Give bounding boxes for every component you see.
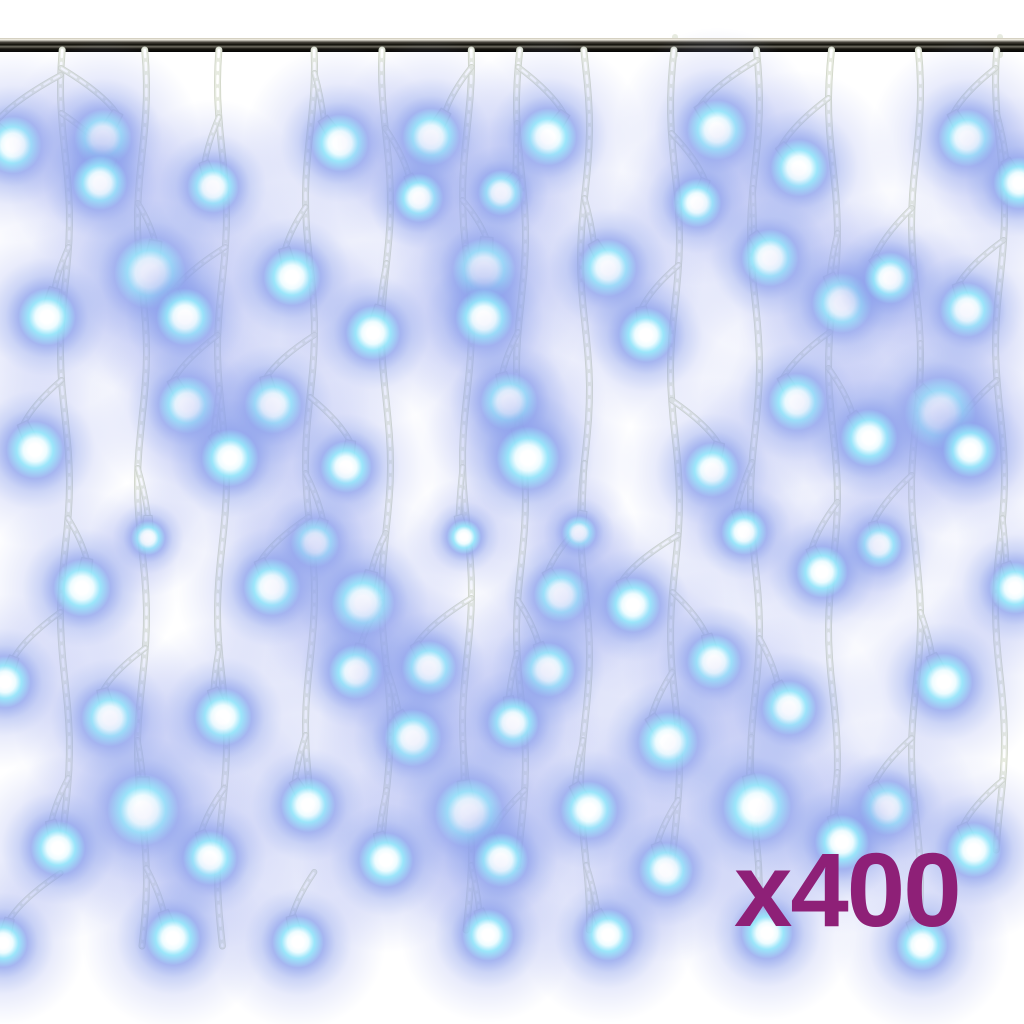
bulb-pigtail-wire-body (515, 64, 567, 117)
bulb-socket (0, 654, 20, 688)
bulb-pigtail-wire-body (282, 204, 308, 253)
led-bulb-tip (144, 536, 152, 543)
bulb-socket (166, 375, 194, 412)
bulb-pigtail-wire-body (757, 635, 780, 687)
bulb-pigtail-wire-body (954, 377, 1000, 430)
quantity-label: x400 (734, 832, 962, 949)
bulb-socket (776, 372, 804, 409)
bulb-socket (635, 305, 654, 342)
bulb-socket (867, 780, 894, 814)
bulb-socket (372, 830, 394, 867)
bulb-socket (16, 419, 42, 457)
bulb-pigtail-wire-body (11, 609, 63, 661)
bulb-socket (951, 280, 975, 317)
bulb-socket (409, 640, 436, 674)
bulb-socket (946, 108, 974, 145)
bulb-socket (805, 544, 829, 578)
bulb-socket (317, 114, 346, 150)
bulb-socket (0, 916, 15, 949)
bulb-socket (822, 271, 850, 310)
bulb-socket (132, 776, 154, 818)
bulb-socket (541, 567, 568, 601)
bulb-pigtail-wire-body (202, 114, 221, 166)
bulb-socket (348, 642, 367, 679)
bulb-socket (774, 140, 805, 175)
bulb-socket (925, 651, 951, 689)
bulb-socket (615, 576, 640, 611)
bulb-socket (93, 154, 118, 189)
bulb-socket (846, 409, 875, 445)
bulb-socket (591, 907, 615, 941)
bulb-pigtail-wire-body (778, 95, 831, 149)
bulb-pigtail-wire-body (648, 669, 675, 721)
led-bulb-tip (138, 807, 148, 818)
bulb-socket (950, 422, 977, 456)
bulb-socket (868, 253, 896, 284)
socket-cone (133, 776, 153, 807)
bulb-socket (198, 159, 220, 193)
bulb-socket (483, 831, 508, 866)
bulb-socket (1000, 560, 1022, 594)
bulb-pigtail-wire-body (171, 244, 228, 294)
bulb-socket (424, 107, 452, 144)
bulb-socket (96, 686, 118, 725)
bulb-socket (741, 772, 766, 815)
bulb-socket (704, 440, 726, 477)
bulb-socket (542, 108, 571, 144)
bulb-socket (532, 640, 556, 677)
bulb-pigtail-wire-body (0, 72, 63, 121)
bulb-socket (693, 100, 724, 137)
bulb-pigtail-wire-body (263, 332, 317, 381)
bulb-socket (690, 176, 711, 209)
bulb-socket (259, 373, 281, 412)
bulb-socket (392, 708, 420, 745)
bulb-socket (73, 556, 94, 595)
metal-rod (0, 38, 1024, 52)
bulb-pigtail-wire-body (515, 597, 542, 648)
bulb-socket (867, 520, 886, 551)
bulb-socket (474, 235, 495, 278)
bulb-socket (700, 632, 722, 669)
bulb-pigtail-wire-body (170, 332, 220, 383)
bulb-socket (166, 286, 192, 324)
bulb-socket (0, 119, 19, 151)
bulb-socket (285, 914, 306, 948)
bulb-pigtail-wire-body (65, 515, 90, 563)
bulb-socket (587, 238, 615, 275)
bulb-socket (771, 679, 796, 714)
bulb-socket (338, 438, 357, 473)
bulb-socket (253, 556, 279, 594)
socket-cone (141, 514, 155, 536)
bulb-socket (473, 907, 495, 941)
bulb-socket (278, 245, 300, 284)
bulb-pigtail-wire-body (258, 514, 311, 564)
bulb-socket (157, 908, 181, 945)
bulb-socket (403, 172, 425, 204)
bulb-pigtail-wire-body (950, 65, 998, 116)
bulb-socket (456, 778, 479, 821)
bulb-socket (496, 171, 521, 198)
bulb-pigtail-wire-body (780, 329, 832, 380)
